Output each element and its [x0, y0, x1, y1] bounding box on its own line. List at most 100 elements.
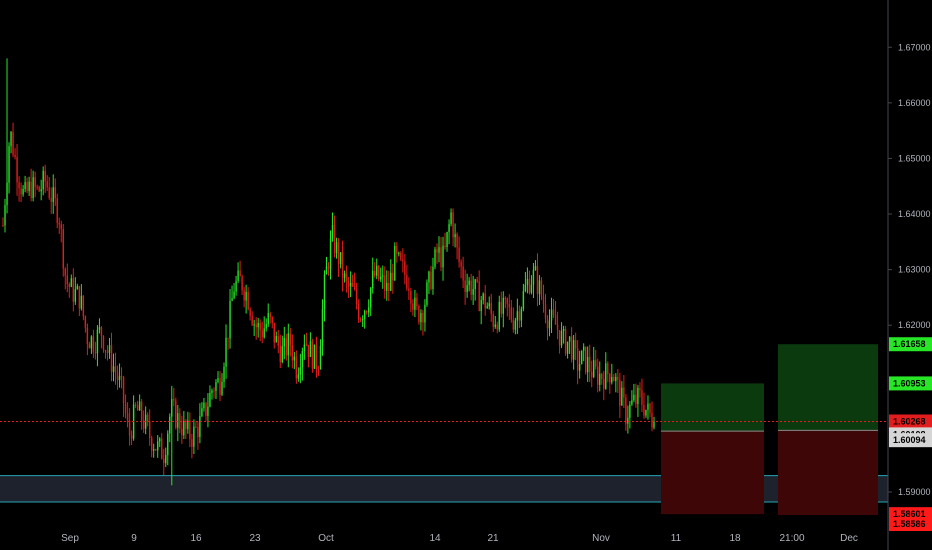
candle: [516, 298, 519, 334]
position-2-stop-zone[interactable]: [778, 430, 878, 515]
candle: [351, 274, 354, 287]
candle: [597, 358, 599, 393]
candle-body: [448, 224, 450, 233]
candle-body: [392, 272, 394, 281]
candle-body: [90, 336, 93, 349]
candle-body: [249, 309, 251, 316]
candle-body: [518, 311, 521, 321]
candle: [24, 175, 26, 193]
candle-body: [593, 360, 595, 377]
candle: [116, 365, 119, 390]
position-1-stop-zone[interactable]: [661, 431, 764, 515]
candle-body: [621, 387, 623, 406]
candle-body: [570, 336, 573, 360]
candle-body: [347, 281, 350, 287]
candle: [169, 413, 171, 443]
candle: [476, 276, 478, 284]
candle: [130, 430, 133, 446]
time-axis[interactable]: Sep 9 16 23 Oct 14 21 Nov 11 18 21:00 Dec: [61, 533, 858, 544]
candle: [586, 346, 589, 382]
candle-body: [506, 298, 509, 305]
candle-body: [130, 435, 133, 439]
candle: [591, 360, 593, 388]
candle-body: [96, 329, 99, 354]
candle-body: [20, 188, 22, 195]
candle-body: [78, 286, 81, 309]
candle-body: [530, 284, 533, 293]
candle: [574, 332, 577, 361]
candle: [490, 293, 492, 322]
candle: [637, 385, 639, 417]
candle: [297, 367, 300, 382]
candle: [157, 435, 159, 458]
candle: [311, 338, 314, 373]
candle-body: [297, 374, 300, 379]
candle-body: [207, 406, 209, 416]
price-badge-bg: [889, 337, 932, 352]
candle: [538, 275, 541, 305]
candle: [265, 318, 267, 332]
candle: [382, 265, 384, 289]
candle-body: [615, 376, 617, 382]
candle-body: [367, 307, 370, 313]
candle-body: [617, 376, 619, 380]
position-2-target-zone[interactable]: [778, 344, 878, 431]
candle: [558, 329, 561, 354]
x-tick-label: 14: [429, 533, 441, 544]
candle-body: [251, 315, 253, 325]
candle: [122, 375, 125, 417]
candle: [474, 278, 476, 301]
candle-body: [32, 177, 34, 199]
candle: [566, 341, 569, 359]
candle-body: [213, 390, 215, 392]
candle: [428, 270, 430, 294]
candle: [633, 383, 635, 403]
candle: [482, 292, 484, 305]
candle-body: [159, 438, 161, 442]
candle-body: [516, 311, 519, 321]
candle-body: [197, 427, 199, 437]
candle: [396, 242, 398, 263]
candle: [60, 220, 62, 243]
candle-body: [245, 292, 247, 301]
candle: [448, 219, 450, 245]
candle: [635, 383, 637, 408]
candle: [488, 296, 490, 310]
candle-body: [148, 421, 151, 438]
candle: [524, 271, 527, 293]
candle-body: [502, 297, 505, 314]
candle: [402, 248, 404, 273]
y-tick-label: 1.66000: [898, 98, 931, 108]
candle: [623, 374, 625, 408]
candle-body: [369, 288, 372, 308]
candle: [576, 340, 579, 385]
candle-body: [277, 336, 279, 346]
candle-body: [134, 404, 137, 406]
candle-body: [653, 421, 655, 428]
candle-body: [122, 376, 125, 404]
position-tools[interactable]: [661, 344, 878, 515]
candle-body: [611, 376, 613, 383]
candle-body: [416, 297, 418, 307]
candle-body: [255, 324, 257, 328]
candle: [629, 401, 631, 429]
price-badge-label: 1.61658: [893, 339, 926, 349]
candle: [275, 331, 277, 343]
candle-body: [462, 266, 464, 281]
candle-body: [532, 269, 535, 285]
candle-body: [112, 366, 115, 372]
candle: [442, 236, 444, 281]
candle-body: [253, 324, 255, 326]
price-axis[interactable]: 1.67000 1.66000 1.65000 1.64000 1.63000 1.620…: [888, 42, 931, 497]
candle: [86, 323, 89, 356]
candle: [112, 353, 115, 382]
candle-body: [219, 377, 221, 395]
candle-body: [408, 288, 410, 291]
candle: [536, 253, 539, 307]
candle: [353, 272, 356, 291]
candle: [6, 58, 8, 214]
candle: [329, 230, 332, 280]
candle: [199, 403, 201, 444]
position-1-target-zone[interactable]: [661, 383, 764, 432]
